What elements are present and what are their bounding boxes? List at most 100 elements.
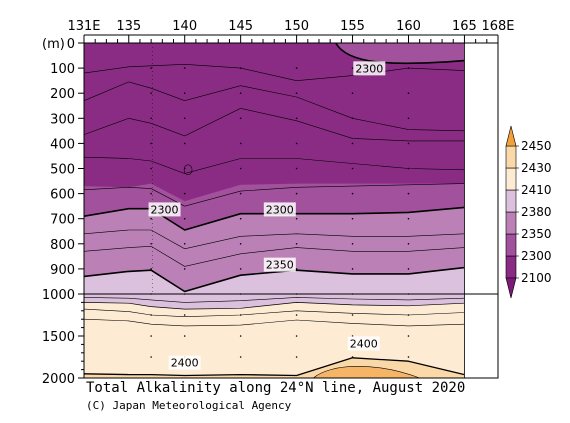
- colorbar-band: [505, 145, 517, 169]
- contour-label-bg: [263, 202, 296, 217]
- contour-minor-5: [83, 229, 465, 250]
- colorbar-band: [505, 233, 517, 257]
- station-dot: [407, 217, 410, 220]
- station-dot: [239, 192, 242, 195]
- station-dot: [183, 167, 186, 170]
- station-dot: [351, 356, 354, 358]
- x-tick-label: 145: [228, 19, 253, 34]
- station-dot: [183, 335, 186, 337]
- contour-2300: [83, 206, 465, 231]
- x-tick-label: 168E: [481, 19, 514, 34]
- y-tick-label: 300: [50, 112, 75, 127]
- contour-minor-4: [83, 183, 465, 207]
- station-dot: [351, 67, 354, 69]
- contour-label: 2350: [266, 259, 294, 272]
- y-tick-label: 1000: [42, 288, 75, 303]
- contour-minor-9: [83, 297, 465, 303]
- contour-label: 2300: [151, 203, 179, 216]
- contour-minor-0: [83, 63, 465, 82]
- contour-2400: [83, 357, 465, 377]
- station-dot: [150, 335, 152, 337]
- colorbar-label: 2350: [521, 227, 552, 241]
- contour-loop: [183, 164, 193, 176]
- station-dot: [239, 67, 242, 69]
- chart-credit: (C) Japan Meteorological Agency: [86, 399, 292, 412]
- y-tick-label: 2000: [42, 372, 75, 387]
- station-dot: [295, 92, 298, 94]
- station-dot: [239, 217, 242, 220]
- x-tick-label: 135: [116, 19, 141, 34]
- colorbar-band: [505, 167, 517, 191]
- y-tick-label: 900: [50, 263, 75, 278]
- station-dot: [351, 167, 354, 170]
- station-dot: [407, 117, 410, 120]
- station-dot: [183, 217, 186, 220]
- contour-label-bg: [263, 257, 296, 272]
- x-tick-label: 150: [284, 19, 309, 34]
- station-dot: [239, 335, 242, 337]
- station-dot: [183, 192, 186, 195]
- station-dot: [407, 167, 410, 170]
- station-dot: [351, 217, 354, 220]
- station-dot: [150, 67, 152, 69]
- contour-label: 2300: [355, 62, 383, 75]
- station-dot: [351, 314, 354, 316]
- colorbar-label: 2410: [521, 183, 552, 197]
- station-dot: [150, 117, 152, 120]
- station-dot: [183, 314, 186, 316]
- station-dot: [351, 142, 354, 145]
- contour-label: 2400: [171, 357, 199, 370]
- station-dot: [351, 243, 354, 245]
- station-dot: [295, 117, 298, 120]
- station-dot: [351, 268, 354, 270]
- contour-minor-3: [83, 156, 465, 174]
- station-dot: [183, 268, 186, 270]
- station-dot: [407, 268, 410, 270]
- y-unit-label: (m): [42, 37, 65, 52]
- station-dot: [150, 243, 152, 245]
- station-dot: [295, 167, 298, 170]
- station-dot: [239, 243, 242, 245]
- station-dot: [295, 217, 298, 220]
- station-dot: [150, 92, 152, 94]
- contour-label: 2400: [350, 337, 378, 350]
- contour-labels: 2300 2300 2300 2350 2400 2400: [148, 61, 386, 370]
- y-tick-label: 100: [50, 62, 75, 77]
- x-tick-label: 131E: [67, 19, 100, 34]
- station-dot: [295, 192, 298, 195]
- station-dot: [407, 192, 410, 195]
- contour-minor-2: [83, 107, 465, 142]
- station-dot: [183, 243, 186, 245]
- band-2100-2250: [84, 43, 465, 202]
- station-dot: [239, 142, 242, 145]
- station-dot: [407, 335, 410, 337]
- station-dot: [183, 67, 186, 69]
- plot-frame: [83, 42, 499, 379]
- colorbar-band: [505, 189, 517, 213]
- y-tick-label: 400: [50, 137, 75, 152]
- station-dot: [150, 268, 152, 270]
- station-dot: [150, 356, 152, 358]
- x-tick-label: 155: [340, 19, 365, 34]
- contour-label: 2300: [266, 203, 294, 216]
- contour-label-bg: [347, 336, 380, 351]
- station-dot: [239, 314, 242, 316]
- colorbar-band: [505, 255, 517, 279]
- contour-label-bg: [148, 202, 181, 217]
- station-dot: [407, 356, 410, 358]
- station-dot: [150, 314, 152, 316]
- station-dot: [150, 217, 152, 220]
- station-dot: [351, 192, 354, 195]
- bottom-patch-2430: [313, 366, 420, 378]
- station-dot: [295, 67, 298, 69]
- station-dot: [407, 314, 410, 316]
- colorbar-label: 2450: [521, 139, 552, 153]
- contour-label-bg: [168, 355, 201, 370]
- station-dot: [407, 142, 410, 145]
- station-dot: [239, 167, 242, 170]
- station-dot: [295, 243, 298, 245]
- contour-2350: [83, 266, 465, 293]
- y-tick-label: 0: [67, 37, 75, 52]
- station-dot: [150, 142, 152, 145]
